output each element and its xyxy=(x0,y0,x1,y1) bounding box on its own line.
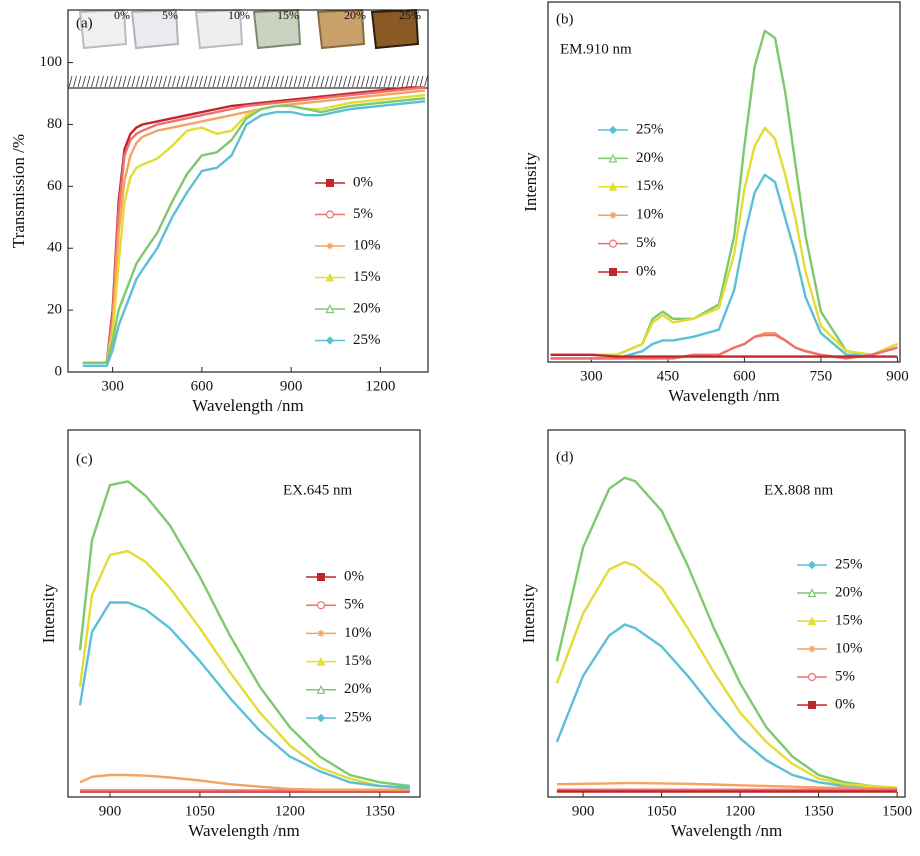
background xyxy=(0,0,920,856)
annotation: EX.645 nm xyxy=(283,482,352,498)
legend-marker xyxy=(610,212,617,219)
legend-label: 25% xyxy=(344,709,372,725)
legend-label: 15% xyxy=(636,178,664,194)
legend-label: 25% xyxy=(636,121,664,137)
legend-label: 15% xyxy=(353,269,381,285)
legend-label: 25% xyxy=(353,332,381,348)
x-tick-label: 300 xyxy=(101,378,124,394)
legend-label: 15% xyxy=(835,612,863,628)
y-tick-label: 100 xyxy=(40,54,63,70)
x-tick-label: 300 xyxy=(580,368,603,384)
x-tick-label: 1350 xyxy=(804,803,834,819)
legend-label: 0% xyxy=(636,263,656,279)
x-tick-label: 1200 xyxy=(275,803,305,819)
panel-label: (a) xyxy=(76,15,93,31)
annotation: EX.808 nm xyxy=(764,482,833,498)
legend-label: 0% xyxy=(344,568,364,584)
y-tick-label: 0 xyxy=(55,363,63,379)
y-tick-label: 80 xyxy=(47,116,62,132)
x-tick-label: 450 xyxy=(657,368,680,384)
x-tick-label: 750 xyxy=(810,368,833,384)
legend-marker xyxy=(327,180,334,187)
x-tick-label: 600 xyxy=(733,368,756,384)
panel-label: (b) xyxy=(556,11,574,27)
legend-label: 10% xyxy=(353,237,381,253)
legend-label: 25% xyxy=(835,556,863,572)
legend-marker xyxy=(318,602,325,609)
legend-marker xyxy=(809,646,816,653)
legend-label: 0% xyxy=(835,696,855,712)
figure: 0% 5% 10% 15% 20% 25% 300 600 900 1200 0 20 40 60 80 10… xyxy=(0,0,920,856)
y-axis-title: Intensity xyxy=(519,583,538,643)
x-axis-title: Wavelength /nm xyxy=(188,821,299,840)
legend-marker xyxy=(610,240,617,247)
legend-label: 5% xyxy=(636,235,656,251)
y-axis-title: Transmission /% xyxy=(9,134,28,248)
x-axis-title: Wavelength /nm xyxy=(671,821,782,840)
x-axis-title: Wavelength /nm xyxy=(192,396,303,415)
legend-marker xyxy=(327,211,334,218)
panel-label: (c) xyxy=(76,451,93,467)
x-tick-label: 600 xyxy=(191,378,214,394)
legend-marker xyxy=(610,269,617,276)
x-axis-title: Wavelength /nm xyxy=(668,386,779,405)
legend-label: 0% xyxy=(353,174,373,190)
legend-label: 20% xyxy=(353,300,381,316)
legend-label: 5% xyxy=(835,668,855,684)
y-tick-label: 20 xyxy=(47,302,62,318)
legend-marker xyxy=(318,574,325,581)
legend-marker xyxy=(327,243,334,250)
legend-label: 10% xyxy=(344,625,372,641)
legend-label: 10% xyxy=(835,640,863,656)
x-tick-label: 900 xyxy=(886,368,909,384)
x-tick-label: 900 xyxy=(280,378,303,394)
y-tick-label: 60 xyxy=(47,178,62,194)
y-tick-label: 40 xyxy=(47,240,62,256)
x-tick-label: 900 xyxy=(572,803,595,819)
x-tick-label: 1050 xyxy=(647,803,677,819)
legend-label: 20% xyxy=(835,584,863,600)
legend-label: 20% xyxy=(344,681,372,697)
x-tick-label: 900 xyxy=(99,803,122,819)
legend-label: 20% xyxy=(636,150,664,166)
y-axis-title: Intensity xyxy=(39,583,58,643)
x-tick-label: 1050 xyxy=(185,803,215,819)
legend-marker xyxy=(809,674,816,681)
annotation: EM.910 nm xyxy=(560,41,632,57)
legend-label: 10% xyxy=(636,207,664,223)
panel-label: (d) xyxy=(556,449,574,465)
legend-label: 15% xyxy=(344,653,372,669)
x-tick-label: 1500 xyxy=(882,803,912,819)
legend-marker xyxy=(809,702,816,709)
legend-label: 5% xyxy=(353,206,373,222)
x-tick-label: 1200 xyxy=(725,803,755,819)
legend-label: 5% xyxy=(344,597,364,613)
y-axis-title: Intensity xyxy=(521,152,540,212)
x-tick-label: 1350 xyxy=(365,803,395,819)
x-tick-label: 1200 xyxy=(365,378,395,394)
